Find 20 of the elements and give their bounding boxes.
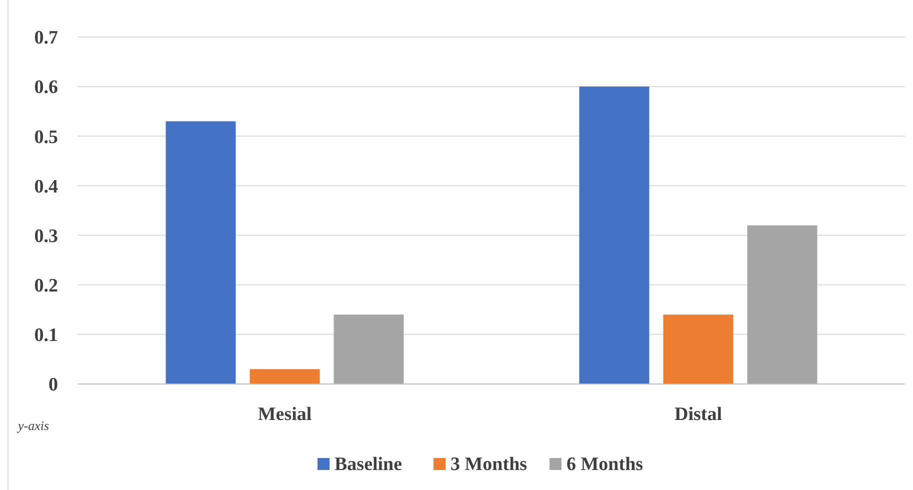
y-tick-label: 0.2 [34, 276, 58, 297]
legend-label: 6 Months [566, 454, 644, 475]
bar [334, 314, 404, 384]
y-tick-label: 0.3 [34, 226, 58, 247]
y-tick-label: 0.7 [34, 28, 58, 49]
x-tick-label: Mesial [258, 404, 312, 425]
bar [579, 86, 650, 384]
y-tick-label: 0.4 [34, 176, 58, 198]
y-tick-label: 0 [48, 374, 58, 396]
legend-label: 3 Months [450, 454, 528, 475]
text: y-axis [16, 418, 50, 433]
bar [747, 225, 818, 384]
bar [166, 121, 236, 384]
y-tick-label: 0.6 [34, 77, 58, 98]
bar [663, 314, 734, 384]
y-tick-label: 0.5 [34, 126, 58, 148]
x-tick-label: Distal [674, 404, 722, 425]
bar [250, 369, 320, 384]
legend-label: Baseline [334, 454, 402, 475]
y-tick-label: 0.1 [34, 325, 58, 346]
